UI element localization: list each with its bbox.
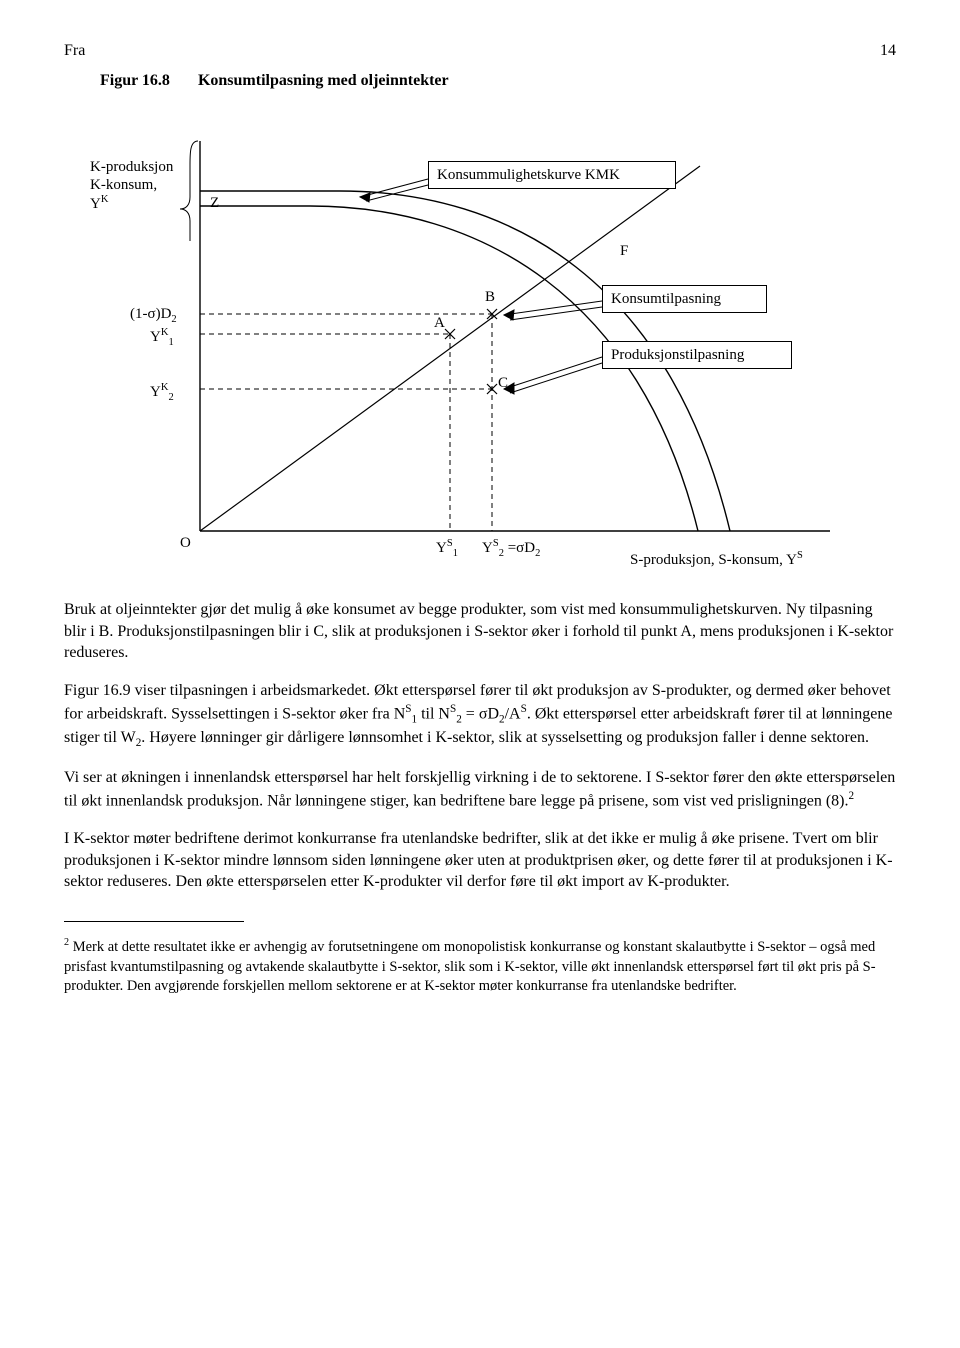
xtick-2: YS2 =σD2: [482, 537, 540, 561]
footnote-separator: [64, 921, 244, 922]
point-b-label: B: [485, 287, 495, 307]
para-3: Vi ser at økningen i innenlandsk ettersp…: [64, 767, 896, 812]
footnote: 2 Merk at dette resultatet ikke er avhen…: [64, 936, 896, 997]
chart: K-produksjon K-konsum, YK Z (1-σ)D2 YK1 …: [90, 101, 870, 581]
point-a-label: A: [434, 313, 445, 333]
figure-title-row: Figur 16.8 Konsumtilpasning med oljeinnt…: [100, 70, 896, 92]
para-4: I K-sektor møter bedriftene derimot konk…: [64, 828, 896, 893]
x-axis-label: S-produksjon, S-konsum, YS: [630, 549, 803, 570]
callout-konsum: Konsumtilpasning: [602, 285, 767, 313]
para-1: Bruk at oljeinntekter gjør det mulig å ø…: [64, 599, 896, 664]
y-axis-brace: [180, 141, 198, 241]
z-label: Z: [210, 193, 219, 213]
callout-kmk: Konsummulighetskurve KMK: [428, 161, 676, 189]
point-f-label: F: [620, 241, 628, 261]
ytick-3: YK2: [150, 381, 174, 405]
origin-label: O: [180, 533, 191, 553]
xtick-1: YS1: [436, 537, 458, 561]
ytick-2: YK1: [150, 326, 174, 350]
figure-caption: Konsumtilpasning med oljeinntekter: [198, 70, 449, 92]
prod-leader: [504, 357, 602, 394]
header-right: 14: [880, 40, 896, 62]
para-2: Figur 16.9 viser tilpasningen i arbeidsm…: [64, 680, 896, 752]
header-left: Fra: [64, 40, 85, 62]
point-c-label: C: [498, 373, 508, 393]
callout-prod: Produksjonstilpasning: [602, 341, 792, 369]
ytick-1: (1-σ)D2: [130, 304, 177, 327]
kmk-leader: [360, 179, 428, 202]
y-axis-label-3: YK: [90, 193, 108, 214]
page-header: Fra 14: [64, 40, 896, 62]
figure-number: Figur 16.8: [100, 70, 170, 92]
